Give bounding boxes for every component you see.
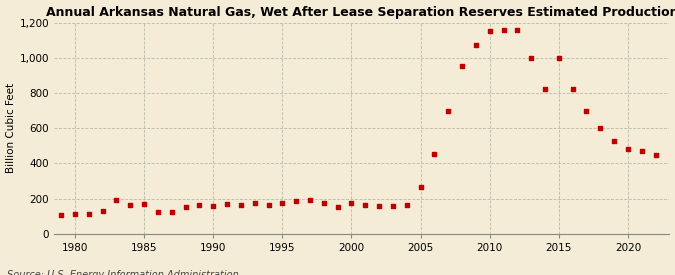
Point bbox=[70, 211, 80, 216]
Point bbox=[622, 147, 633, 152]
Point bbox=[125, 203, 136, 207]
Point bbox=[609, 138, 620, 143]
Point bbox=[319, 201, 329, 205]
Point bbox=[539, 87, 550, 92]
Point bbox=[263, 203, 274, 207]
Point bbox=[304, 197, 315, 202]
Point bbox=[498, 28, 509, 33]
Point bbox=[153, 210, 163, 214]
Point bbox=[346, 201, 357, 205]
Point bbox=[236, 203, 246, 207]
Point bbox=[208, 204, 219, 208]
Point bbox=[166, 210, 177, 214]
Title: Annual Arkansas Natural Gas, Wet After Lease Separation Reserves Estimated Produ: Annual Arkansas Natural Gas, Wet After L… bbox=[46, 6, 675, 18]
Point bbox=[512, 28, 522, 33]
Point bbox=[249, 201, 260, 205]
Point bbox=[291, 199, 302, 204]
Point bbox=[415, 185, 426, 189]
Point bbox=[180, 204, 191, 209]
Point bbox=[374, 204, 385, 208]
Point bbox=[443, 109, 454, 114]
Point bbox=[470, 42, 481, 47]
Point bbox=[637, 149, 647, 153]
Point bbox=[332, 204, 343, 209]
Point bbox=[84, 211, 95, 216]
Point bbox=[42, 218, 53, 222]
Point bbox=[387, 204, 398, 208]
Point bbox=[595, 126, 605, 130]
Point bbox=[650, 152, 661, 157]
Point bbox=[277, 201, 288, 205]
Point bbox=[402, 203, 412, 207]
Point bbox=[97, 209, 108, 213]
Point bbox=[360, 203, 371, 207]
Point bbox=[56, 212, 67, 217]
Point bbox=[111, 197, 122, 202]
Point bbox=[457, 64, 468, 68]
Text: Source: U.S. Energy Information Administration: Source: U.S. Energy Information Administ… bbox=[7, 271, 238, 275]
Point bbox=[526, 56, 537, 60]
Point bbox=[221, 202, 232, 206]
Point bbox=[567, 87, 578, 92]
Point bbox=[485, 29, 495, 34]
Point bbox=[581, 109, 592, 114]
Y-axis label: Billion Cubic Feet: Billion Cubic Feet bbox=[5, 83, 16, 173]
Point bbox=[554, 56, 564, 60]
Point bbox=[138, 202, 149, 206]
Point bbox=[194, 203, 205, 207]
Point bbox=[429, 152, 440, 156]
